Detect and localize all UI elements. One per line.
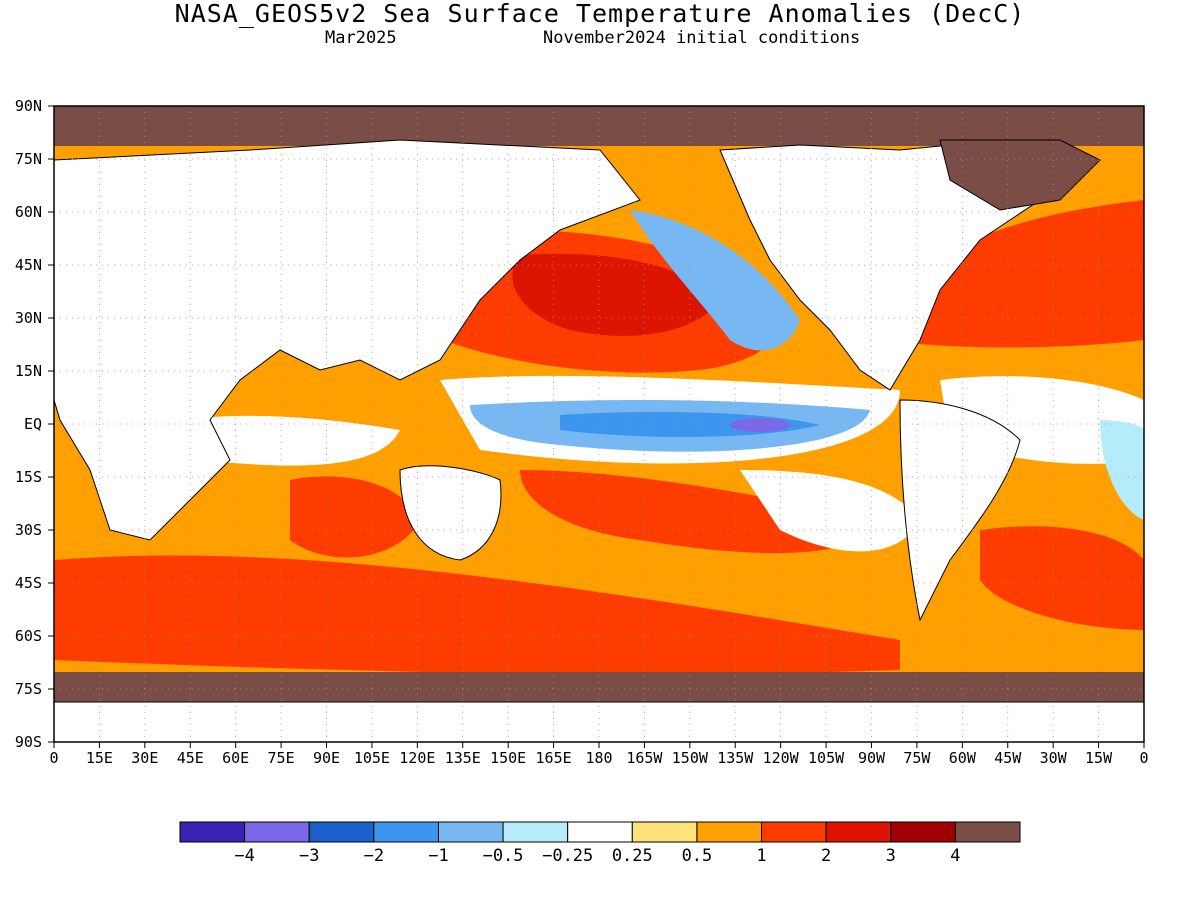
- longitude-label: 75W: [903, 749, 931, 767]
- land-greenland: [939, 139, 1101, 211]
- colorbar-label: −2: [363, 846, 385, 866]
- longitude-label: 150E: [490, 749, 527, 767]
- colorbar-label: 0.5: [681, 846, 713, 866]
- south-atlantic-cool: [1100, 420, 1144, 520]
- latitude-label: 90N: [14, 97, 42, 115]
- longitude-label: 60W: [948, 749, 976, 767]
- longitude-label: 90E: [312, 749, 341, 767]
- longitude-label: 165E: [535, 749, 572, 767]
- latitude-label: 15N: [14, 362, 42, 380]
- longitude-label: 105W: [808, 749, 845, 767]
- colorbar-swatch: [761, 821, 827, 843]
- colorbar: [179, 821, 1021, 843]
- longitude-label: 180: [585, 749, 613, 767]
- latitude-label: 45S: [14, 574, 42, 592]
- colorbar-label: 4: [950, 846, 961, 866]
- nino-cold-spot: [730, 418, 790, 432]
- indian-ocean-neutral: [180, 415, 400, 466]
- longitude-label: 30E: [131, 749, 159, 767]
- colorbar-swatch: [954, 821, 1021, 843]
- land-africa-eurasia: [54, 139, 641, 541]
- colorbar-label: −0.25: [542, 846, 594, 866]
- longitude-label: 135E: [444, 749, 481, 767]
- longitude-label: 45E: [176, 749, 204, 767]
- longitude-label: 45W: [994, 749, 1022, 767]
- colorbar-label: 1: [756, 846, 767, 866]
- map-subtitle-month: Mar2025: [325, 28, 397, 48]
- longitude-label: 15E: [85, 749, 113, 767]
- longitude-label: 120W: [762, 749, 799, 767]
- latitude-label: 45N: [14, 256, 42, 274]
- map-subtitle-init: November2024 initial conditions: [543, 28, 861, 48]
- colorbar-swatch: [244, 821, 310, 843]
- latitude-label: 30N: [14, 309, 42, 327]
- north-atlantic-warm: [880, 200, 1144, 348]
- colorbar-swatch: [825, 821, 892, 843]
- land-australia: [399, 465, 502, 561]
- map-title: NASA_GEOS5v2 Sea Surface Temperature Ano…: [174, 0, 1026, 28]
- colorbar-swatch: [373, 821, 439, 843]
- latitude-label: EQ: [23, 415, 42, 433]
- longitude-label: 90W: [857, 749, 886, 767]
- colorbar-label: −3: [298, 846, 320, 866]
- colorbar-label: 2: [821, 846, 832, 866]
- north-pacific-hot: [512, 253, 720, 336]
- colorbar-label: −4: [234, 846, 255, 866]
- colorbar-label: 0.25: [611, 846, 653, 866]
- latitude-label: 75N: [14, 150, 42, 168]
- longitude-label: 75E: [267, 749, 295, 767]
- colorbar-label: 3: [885, 846, 896, 866]
- graticule: [54, 106, 1144, 742]
- latitude-label: 90S: [14, 733, 42, 751]
- antarctic-ice: [54, 672, 1144, 702]
- longitude-label: 15W: [1085, 749, 1113, 767]
- colorbar-label: −1: [428, 846, 449, 866]
- colorbar-swatch: [437, 821, 504, 843]
- colorbar-swatch: [179, 821, 246, 843]
- colorbar-swatch: [502, 821, 569, 843]
- south-indian-warm: [290, 476, 420, 558]
- northeast-pacific-cool: [630, 210, 800, 351]
- latitude-label: 60S: [14, 627, 42, 645]
- longitude-label: 105E: [353, 749, 390, 767]
- land-north-america: [719, 139, 1041, 391]
- latitude-label: 75S: [14, 680, 42, 698]
- southeast-pacific-neutral: [740, 470, 920, 552]
- longitude-label: 30W: [1039, 749, 1067, 767]
- longitude-label: 0: [49, 749, 59, 767]
- latitude-label: 60N: [14, 203, 42, 221]
- south-atlantic-warm: [980, 526, 1144, 630]
- axis-ticks: [48, 105, 1145, 748]
- colorbar-label: −0.5: [482, 846, 524, 866]
- colorbar-swatch: [567, 821, 633, 843]
- longitude-label: 150W: [671, 749, 708, 767]
- latitude-label: 15S: [14, 468, 42, 486]
- longitude-label: 120E: [399, 749, 436, 767]
- colorbar-swatch: [631, 821, 698, 843]
- colorbar-swatch: [696, 821, 763, 843]
- land-south-america: [899, 399, 1021, 622]
- longitude-label: 60E: [222, 749, 250, 767]
- longitude-label: 165W: [626, 749, 663, 767]
- colorbar-swatch: [308, 821, 375, 843]
- latitude-label: 30S: [14, 521, 42, 539]
- longitude-label: 0: [1139, 749, 1149, 767]
- colorbar-swatch: [890, 821, 956, 843]
- southern-ocean-warm: [54, 555, 900, 675]
- longitude-label: 135W: [717, 749, 754, 767]
